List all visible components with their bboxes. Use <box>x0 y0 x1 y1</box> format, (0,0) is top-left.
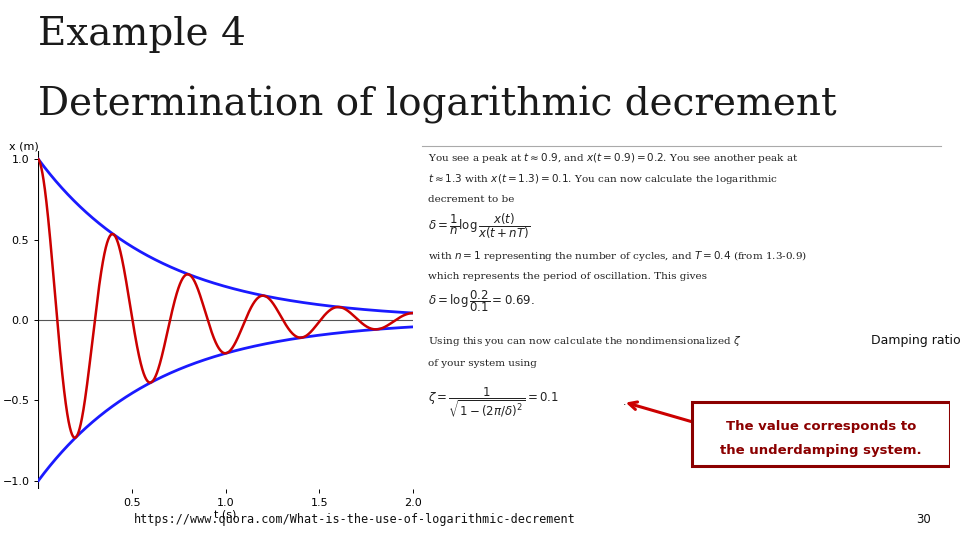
Text: of your system using: of your system using <box>427 359 537 368</box>
Text: You see a peak at $t \approx 0.9$, and $x(t = 0.9) = 0.2$. You see another peak : You see a peak at $t \approx 0.9$, and $… <box>427 151 798 165</box>
Text: which represents the period of oscillation. This gives: which represents the period of oscillati… <box>427 272 707 281</box>
Text: https://www.quora.com/What-is-the-use-of-logarithmic-decrement: https://www.quora.com/What-is-the-use-of… <box>134 513 576 526</box>
Text: x (m): x (m) <box>9 141 38 151</box>
Text: $\delta = \dfrac{1}{n}\log\dfrac{x(t)}{x(t+nT)}$: $\delta = \dfrac{1}{n}\log\dfrac{x(t)}{x… <box>427 211 530 241</box>
Text: $\delta = \log\dfrac{0.2}{0.1} = 0.69.$: $\delta = \log\dfrac{0.2}{0.1} = 0.69.$ <box>427 288 535 314</box>
Text: with $n = 1$ representing the number of cycles, and $T = 0.4$ (from 1.3-0.9): with $n = 1$ representing the number of … <box>427 248 806 262</box>
FancyBboxPatch shape <box>691 402 950 466</box>
X-axis label: t (s): t (s) <box>214 509 237 519</box>
Text: the underdamping system.: the underdamping system. <box>720 444 922 457</box>
Text: 30: 30 <box>917 513 931 526</box>
Text: Using this you can now calculate the nondimensionalized $\zeta$: Using this you can now calculate the non… <box>427 334 741 348</box>
Text: $t \approx 1.3$ with $x(t = 1.3) = 0.1$. You can now calculate the logarithmic: $t \approx 1.3$ with $x(t = 1.3) = 0.1$.… <box>427 172 778 186</box>
Text: .: . <box>623 397 627 407</box>
Text: The value corresponds to: The value corresponds to <box>726 420 916 433</box>
Text: decrement to be: decrement to be <box>427 195 514 204</box>
Text: $\zeta = \dfrac{1}{\sqrt{1-(2\pi/\delta)^2}} = 0.1$: $\zeta = \dfrac{1}{\sqrt{1-(2\pi/\delta)… <box>427 385 559 418</box>
Text: Determination of logarithmic decrement: Determination of logarithmic decrement <box>38 86 837 124</box>
Text: Damping ratio: Damping ratio <box>872 334 960 347</box>
Text: Example 4: Example 4 <box>38 16 247 53</box>
